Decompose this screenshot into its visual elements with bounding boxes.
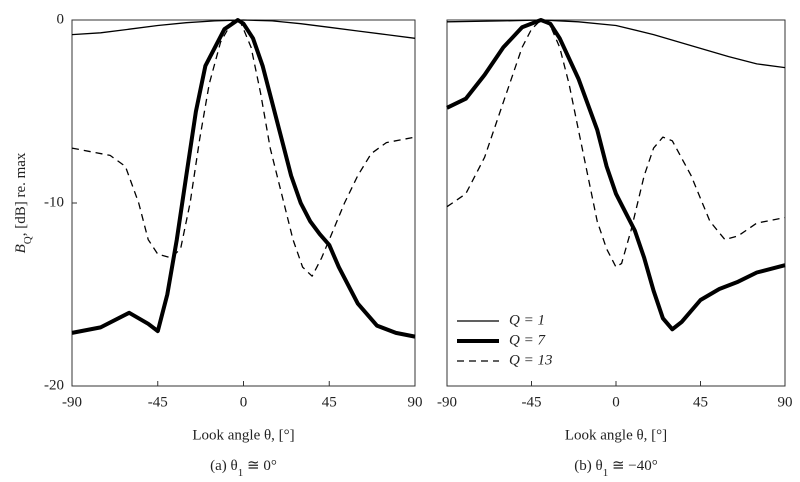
x-tick-label: 0 — [240, 394, 248, 410]
x-tick-label: -90 — [62, 394, 82, 410]
caption: (a) θ1 ≅ 0° — [210, 458, 277, 478]
caption-part: ≅ 0° — [243, 458, 277, 474]
caption: (b) θ1 ≅ −40° — [574, 458, 657, 478]
plot-frame — [71, 19, 416, 387]
caption-part: 1 — [238, 467, 244, 479]
x-tick-label: -90 — [437, 394, 457, 410]
y-axis-label-part: Q — [22, 236, 34, 244]
x-tick-label: 45 — [322, 394, 337, 410]
x-tick-label: 90 — [778, 394, 793, 410]
y-tick-label: 0 — [57, 11, 65, 27]
caption-part: ≅ −40° — [608, 458, 658, 474]
x-axis-label: Look angle θ, [°] — [192, 427, 294, 443]
series-line — [71, 19, 416, 277]
caption-part: 1 — [603, 467, 609, 479]
y-axis-label-part: , [dB] re. max — [13, 152, 29, 236]
x-tick-label: -45 — [148, 394, 168, 410]
series-line — [446, 18, 786, 332]
legend-label: Q = 13 — [509, 352, 552, 368]
y-tick-label: -20 — [44, 377, 64, 393]
series-line — [446, 19, 786, 69]
series-line — [71, 18, 416, 339]
plot-frame — [446, 19, 786, 387]
x-tick-label: -45 — [522, 394, 542, 410]
series-line — [71, 19, 416, 39]
x-tick-label: 0 — [612, 394, 620, 410]
x-tick-label: 90 — [408, 394, 423, 410]
caption-part: (b) θ — [574, 458, 602, 474]
legend-label: Q = 1 — [509, 312, 545, 328]
legend-label: Q = 7 — [509, 332, 546, 348]
y-tick-label: -10 — [44, 194, 64, 210]
x-axis-label: Look angle θ, [°] — [565, 427, 667, 443]
caption-part: (a) θ — [210, 458, 238, 474]
y-axis-label: BQ, [dB] re. max — [13, 152, 33, 253]
y-axis-label-part: B — [13, 244, 29, 253]
x-tick-label: 45 — [693, 394, 708, 410]
